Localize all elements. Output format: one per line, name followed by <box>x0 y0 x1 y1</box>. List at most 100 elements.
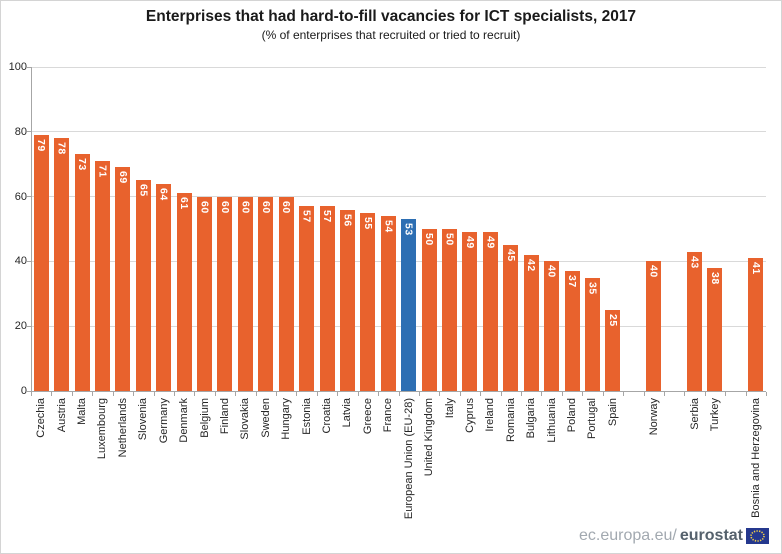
bar-croatia <box>319 206 335 391</box>
x-axis-label-text: Turkey <box>708 398 721 432</box>
x-axis-tick <box>582 392 584 396</box>
x-axis-label-text: Malta <box>76 398 89 425</box>
x-axis-tick <box>623 392 625 396</box>
x-axis-label-estonia: Estonia <box>299 398 315 435</box>
x-axis-label-text: Czechia <box>35 398 48 438</box>
bar-value-label: 78 <box>54 142 69 155</box>
bar-value-text: 73 <box>76 158 89 172</box>
x-axis-label-text: Serbia <box>688 398 701 430</box>
x-axis-label-text: Finland <box>218 398 231 435</box>
bar-value-label: 55 <box>360 217 375 230</box>
x-axis-label-bosnia-and-herzegovina: Bosnia and Herzegovina <box>748 398 764 518</box>
x-axis-tick <box>745 392 747 396</box>
bar-value-label: 56 <box>340 214 355 227</box>
x-axis-tick <box>71 392 73 396</box>
bar-value-text: 60 <box>198 200 211 214</box>
x-axis-tick <box>153 392 155 396</box>
x-axis-label-text: Spain <box>606 398 619 427</box>
x-axis-tick <box>602 392 604 396</box>
x-axis-line <box>31 391 766 392</box>
x-axis-label-latvia: Latvia <box>339 398 355 427</box>
bar-value-text: 50 <box>443 233 456 246</box>
bar-value-text: 78 <box>55 142 68 155</box>
bar-hungary <box>278 196 294 391</box>
bar-sweden <box>258 196 274 391</box>
x-axis-tick <box>521 392 522 396</box>
gridline <box>31 131 766 133</box>
bar-value-label: 41 <box>748 262 763 275</box>
bar-lithuania <box>544 261 560 391</box>
x-axis-label-text: Bosnia and Herzegovina <box>749 398 762 518</box>
y-axis-tick-label: 100 <box>8 61 27 73</box>
y-axis-tick <box>27 66 31 68</box>
x-axis-label-malta: Malta <box>74 398 90 425</box>
bar-value-label: 43 <box>687 256 702 269</box>
x-axis-label-poland: Poland <box>564 398 580 432</box>
x-axis-tick <box>766 392 767 396</box>
bar-value-text: 56 <box>341 213 354 227</box>
bar-value-label: 64 <box>156 188 171 201</box>
x-axis-label-european-union-eu-28: European Union (EU-28) <box>401 398 417 519</box>
bar-denmark <box>176 193 192 391</box>
gridline <box>31 196 766 198</box>
bar-portugal <box>584 277 600 391</box>
bar-value-text: 69 <box>116 171 129 185</box>
y-axis-tick-label: 20 <box>14 320 27 333</box>
y-axis-tick-label: 40 <box>14 255 27 268</box>
x-axis-tick <box>51 392 53 396</box>
bar-value-label: 50 <box>422 233 437 246</box>
x-axis-label-text: Hungary <box>280 398 293 440</box>
x-axis-label-sweden: Sweden <box>258 398 274 438</box>
y-axis-line <box>31 67 32 391</box>
bar-united-kingdom <box>421 229 437 391</box>
bar-value-text: 55 <box>361 216 374 230</box>
bar-value-label: 73 <box>75 158 90 171</box>
gridline <box>31 260 766 262</box>
bar-luxembourg <box>94 160 110 391</box>
x-axis-label-text: Slovakia <box>239 398 252 440</box>
x-axis-label-ireland: Ireland <box>482 398 498 432</box>
x-axis-label-denmark: Denmark <box>176 398 192 443</box>
bar-germany <box>156 183 172 391</box>
x-axis-label-slovakia: Slovakia <box>237 398 253 440</box>
footer-url-text: ec.europa.eu/ <box>579 527 677 544</box>
x-axis-label-spain: Spain <box>605 398 621 426</box>
y-axis-tick <box>27 390 31 392</box>
bar-value-text: 53 <box>402 223 415 236</box>
bar-spain <box>605 310 621 391</box>
x-axis-label-text: France <box>382 398 395 433</box>
x-axis-label-text: Germany <box>157 398 170 444</box>
bar-netherlands <box>115 167 131 391</box>
bar-value-text: 37 <box>566 275 579 288</box>
x-axis-label-romania: Romania <box>503 398 519 442</box>
bar-value-label: 54 <box>381 220 396 233</box>
x-axis-tick <box>133 392 135 396</box>
x-axis-tick <box>255 392 257 396</box>
bar-european-union-eu-28 <box>401 219 417 391</box>
footer-brand-text: eurostat <box>679 527 743 544</box>
bar-value-text: 49 <box>484 236 497 249</box>
chart-subtitle: (% of enterprises that recruited or trie… <box>261 28 521 42</box>
bar-value-text: 54 <box>382 220 395 233</box>
bar-austria <box>54 138 70 391</box>
x-axis-label-text: Austria <box>55 398 68 433</box>
bar-value-text: 60 <box>259 200 272 214</box>
bar-czechia <box>33 135 49 391</box>
y-axis-tick <box>27 260 31 262</box>
x-axis-label-text: Denmark <box>178 398 191 443</box>
x-axis-tick <box>439 392 441 396</box>
x-axis-tick <box>316 392 318 396</box>
bar-bosnia-and-herzegovina <box>748 258 764 391</box>
x-axis-tick <box>643 392 645 396</box>
x-axis-label-croatia: Croatia <box>319 398 335 433</box>
x-axis-label-text: Romania <box>504 398 517 443</box>
bar-ireland <box>482 232 498 391</box>
bar-value-label: 49 <box>483 236 498 249</box>
bar-slovenia <box>135 180 151 391</box>
bar-belgium <box>197 196 213 391</box>
bar-value-label: 61 <box>177 197 192 210</box>
x-axis-label-portugal: Portugal <box>584 398 600 439</box>
bar-value-label: 79 <box>34 139 49 152</box>
y-axis-tick-label: 60 <box>14 190 27 203</box>
